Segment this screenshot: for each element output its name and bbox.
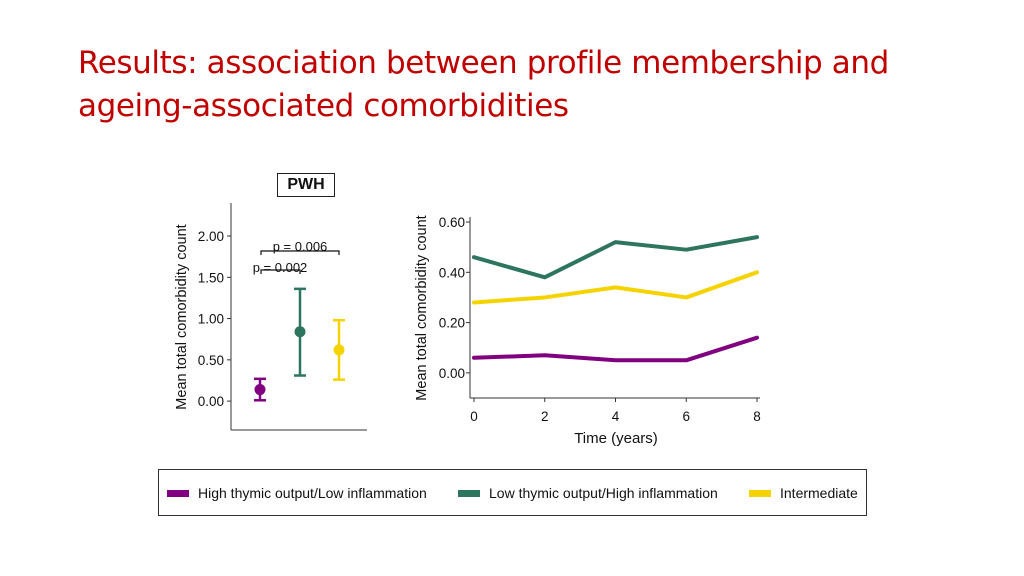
left-y-tick-label: 0.00 — [198, 394, 224, 409]
right-series-lines — [472, 235, 759, 363]
series-line-intermediate — [472, 270, 759, 305]
right-x-tick-label: 0 — [470, 409, 478, 424]
legend-label-high-thymic: High thymic output/Low inflammation — [198, 485, 427, 501]
mean-point-low-thymic — [294, 326, 306, 338]
p-value-annotation-2: p = 0.002 — [253, 260, 308, 275]
left-y-tick-label: 1.50 — [198, 270, 224, 285]
legend-swatch-low-thymic — [458, 489, 480, 497]
legend-item-low-thymic: Low thymic output/High inflammation — [458, 482, 718, 504]
left-y-tick-label: 1.00 — [198, 312, 224, 327]
right-chart: Mean total comorbidity count Time (years… — [414, 215, 761, 447]
right-y-tick-label: 0.40 — [439, 265, 465, 280]
right-x-tick-label: 8 — [753, 409, 761, 424]
right-y-tick-label: 0.00 — [439, 366, 465, 381]
legend-label-intermediate: Intermediate — [780, 485, 858, 501]
left-y-tick-label: 0.50 — [198, 353, 224, 368]
left-y-tick-label: 2.00 — [198, 229, 224, 244]
left-y-tick-labels: 2.00 1.50 1.00 0.50 0.00 — [198, 229, 231, 409]
slide-title-line-2: ageing-associated comorbidities — [78, 88, 569, 124]
bracket-high-vs-intermediate — [260, 250, 340, 255]
left-chart: Mean total comorbidity count 2.00 1.50 1.0… — [174, 203, 367, 431]
legend-swatch-high-thymic — [167, 489, 189, 497]
series-line-high-thymic — [472, 335, 759, 363]
bracket-high-vs-low — [260, 269, 301, 274]
mean-point-high-thymic — [254, 384, 266, 396]
right-x-tick-label: 4 — [612, 409, 620, 424]
left-y-axis-label: Mean total comorbidity count — [174, 224, 190, 409]
p-value-annotation-1: p = 0.006 — [273, 239, 328, 254]
legend-item-intermediate: Intermediate — [749, 482, 858, 504]
right-x-tick-label: 2 — [541, 409, 549, 424]
right-tick-labels: 0.60 0.40 0.20 0.00 0 2 4 6 8 — [439, 215, 761, 424]
series-line-low-thymic — [472, 235, 759, 280]
legend-swatch-intermediate — [749, 489, 771, 497]
left-error-bars — [254, 287, 345, 402]
right-y-axis-label: Mean total comorbidity count — [414, 215, 430, 400]
panel-label-pwh: PWH — [277, 173, 335, 197]
right-y-tick-label: 0.60 — [439, 215, 465, 230]
right-y-tick-label: 0.20 — [439, 316, 465, 331]
slide-title-line-1: Results: association between profile mem… — [78, 45, 889, 81]
right-x-axis-label: Time (years) — [574, 430, 658, 447]
legend: High thymic output/Low inflammation Low … — [158, 469, 867, 516]
mean-point-intermediate — [333, 344, 345, 356]
slide-title: Results: association between profile mem… — [78, 42, 978, 128]
legend-item-high-thymic: High thymic output/Low inflammation — [167, 482, 427, 504]
right-x-tick-label: 6 — [682, 409, 690, 424]
legend-label-low-thymic: Low thymic output/High inflammation — [489, 485, 718, 501]
